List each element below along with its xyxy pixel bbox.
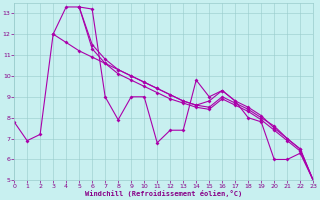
X-axis label: Windchill (Refroidissement éolien,°C): Windchill (Refroidissement éolien,°C) <box>85 190 242 197</box>
